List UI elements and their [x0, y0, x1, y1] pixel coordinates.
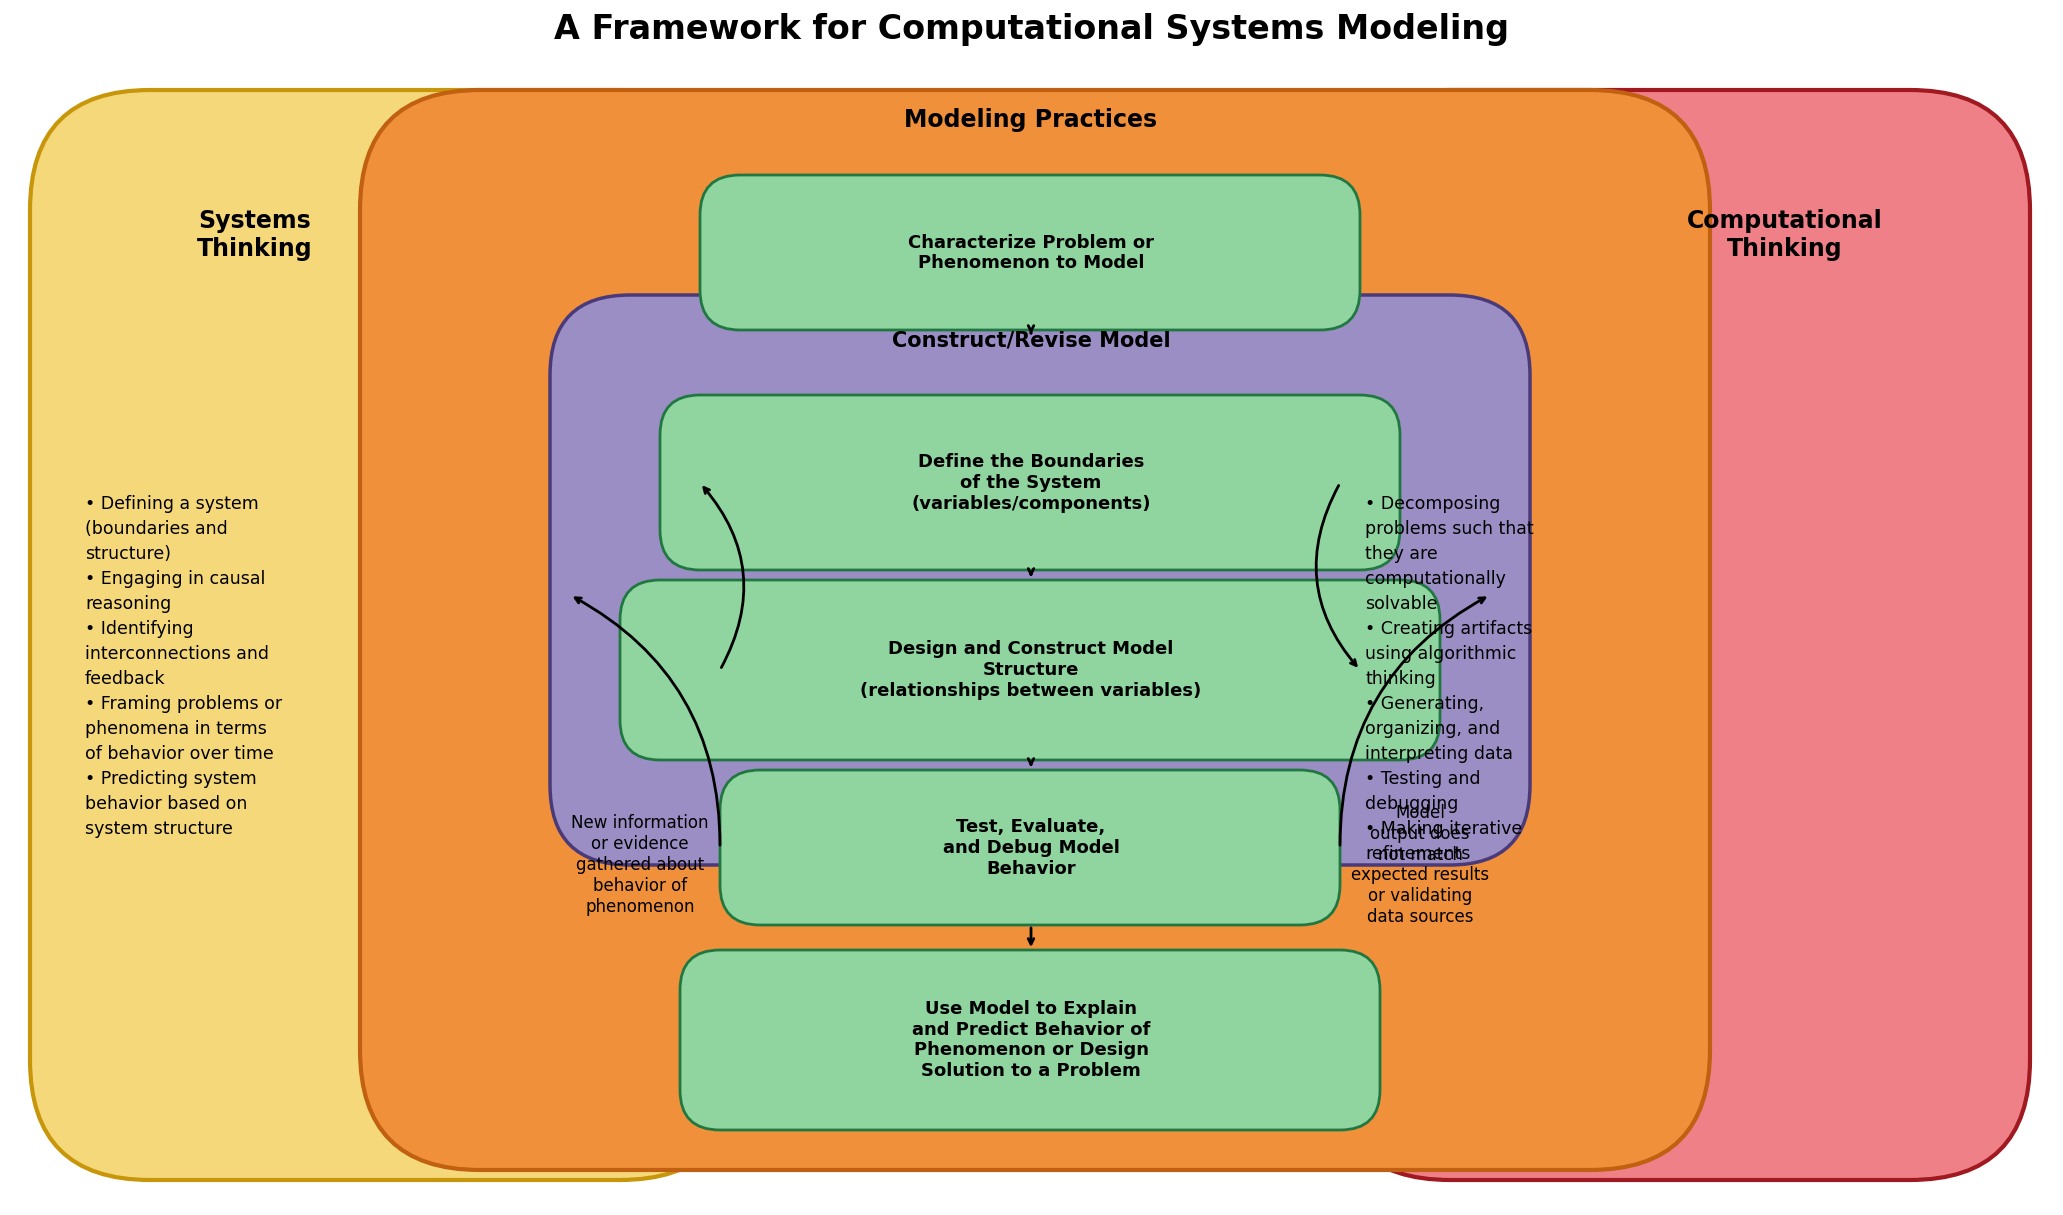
Text: Use Model to Explain
and Predict Behavior of
Phenomenon or Design
Solution to a : Use Model to Explain and Predict Behavio… — [912, 1000, 1151, 1080]
Text: Systems
Thinking: Systems Thinking — [198, 209, 314, 261]
Text: • Defining a system
(boundaries and
structure)
• Engaging in causal
reasoning
• : • Defining a system (boundaries and stru… — [85, 495, 283, 838]
Text: • Decomposing
problems such that
they are
computationally
solvable
• Creating ar: • Decomposing problems such that they ar… — [1366, 495, 1533, 863]
Text: A Framework for Computational Systems Modeling: A Framework for Computational Systems Mo… — [553, 13, 1508, 46]
FancyBboxPatch shape — [31, 90, 741, 1180]
Text: Construct/Revise Model: Construct/Revise Model — [891, 330, 1170, 350]
Text: Characterize Problem or
Phenomenon to Model: Characterize Problem or Phenomenon to Mo… — [908, 233, 1153, 272]
FancyBboxPatch shape — [681, 950, 1380, 1130]
FancyBboxPatch shape — [361, 90, 1710, 1170]
FancyBboxPatch shape — [1331, 90, 2030, 1180]
FancyBboxPatch shape — [699, 175, 1360, 330]
Text: Modeling Practices: Modeling Practices — [904, 108, 1157, 132]
FancyBboxPatch shape — [720, 770, 1341, 925]
Text: Design and Construct Model
Structure
(relationships between variables): Design and Construct Model Structure (re… — [860, 640, 1201, 700]
Text: Model
output does
not match
expected results
or validating
data sources: Model output does not match expected res… — [1351, 804, 1489, 926]
Text: Test, Evaluate,
and Debug Model
Behavior: Test, Evaluate, and Debug Model Behavior — [943, 818, 1120, 877]
Text: Computational
Thinking: Computational Thinking — [1688, 209, 1884, 261]
FancyBboxPatch shape — [660, 395, 1401, 570]
Text: Define the Boundaries
of the System
(variables/components): Define the Boundaries of the System (var… — [912, 453, 1151, 513]
FancyBboxPatch shape — [621, 580, 1440, 761]
FancyBboxPatch shape — [551, 295, 1531, 865]
Text: New information
or evidence
gathered about
behavior of
phenomenon: New information or evidence gathered abo… — [571, 814, 710, 916]
